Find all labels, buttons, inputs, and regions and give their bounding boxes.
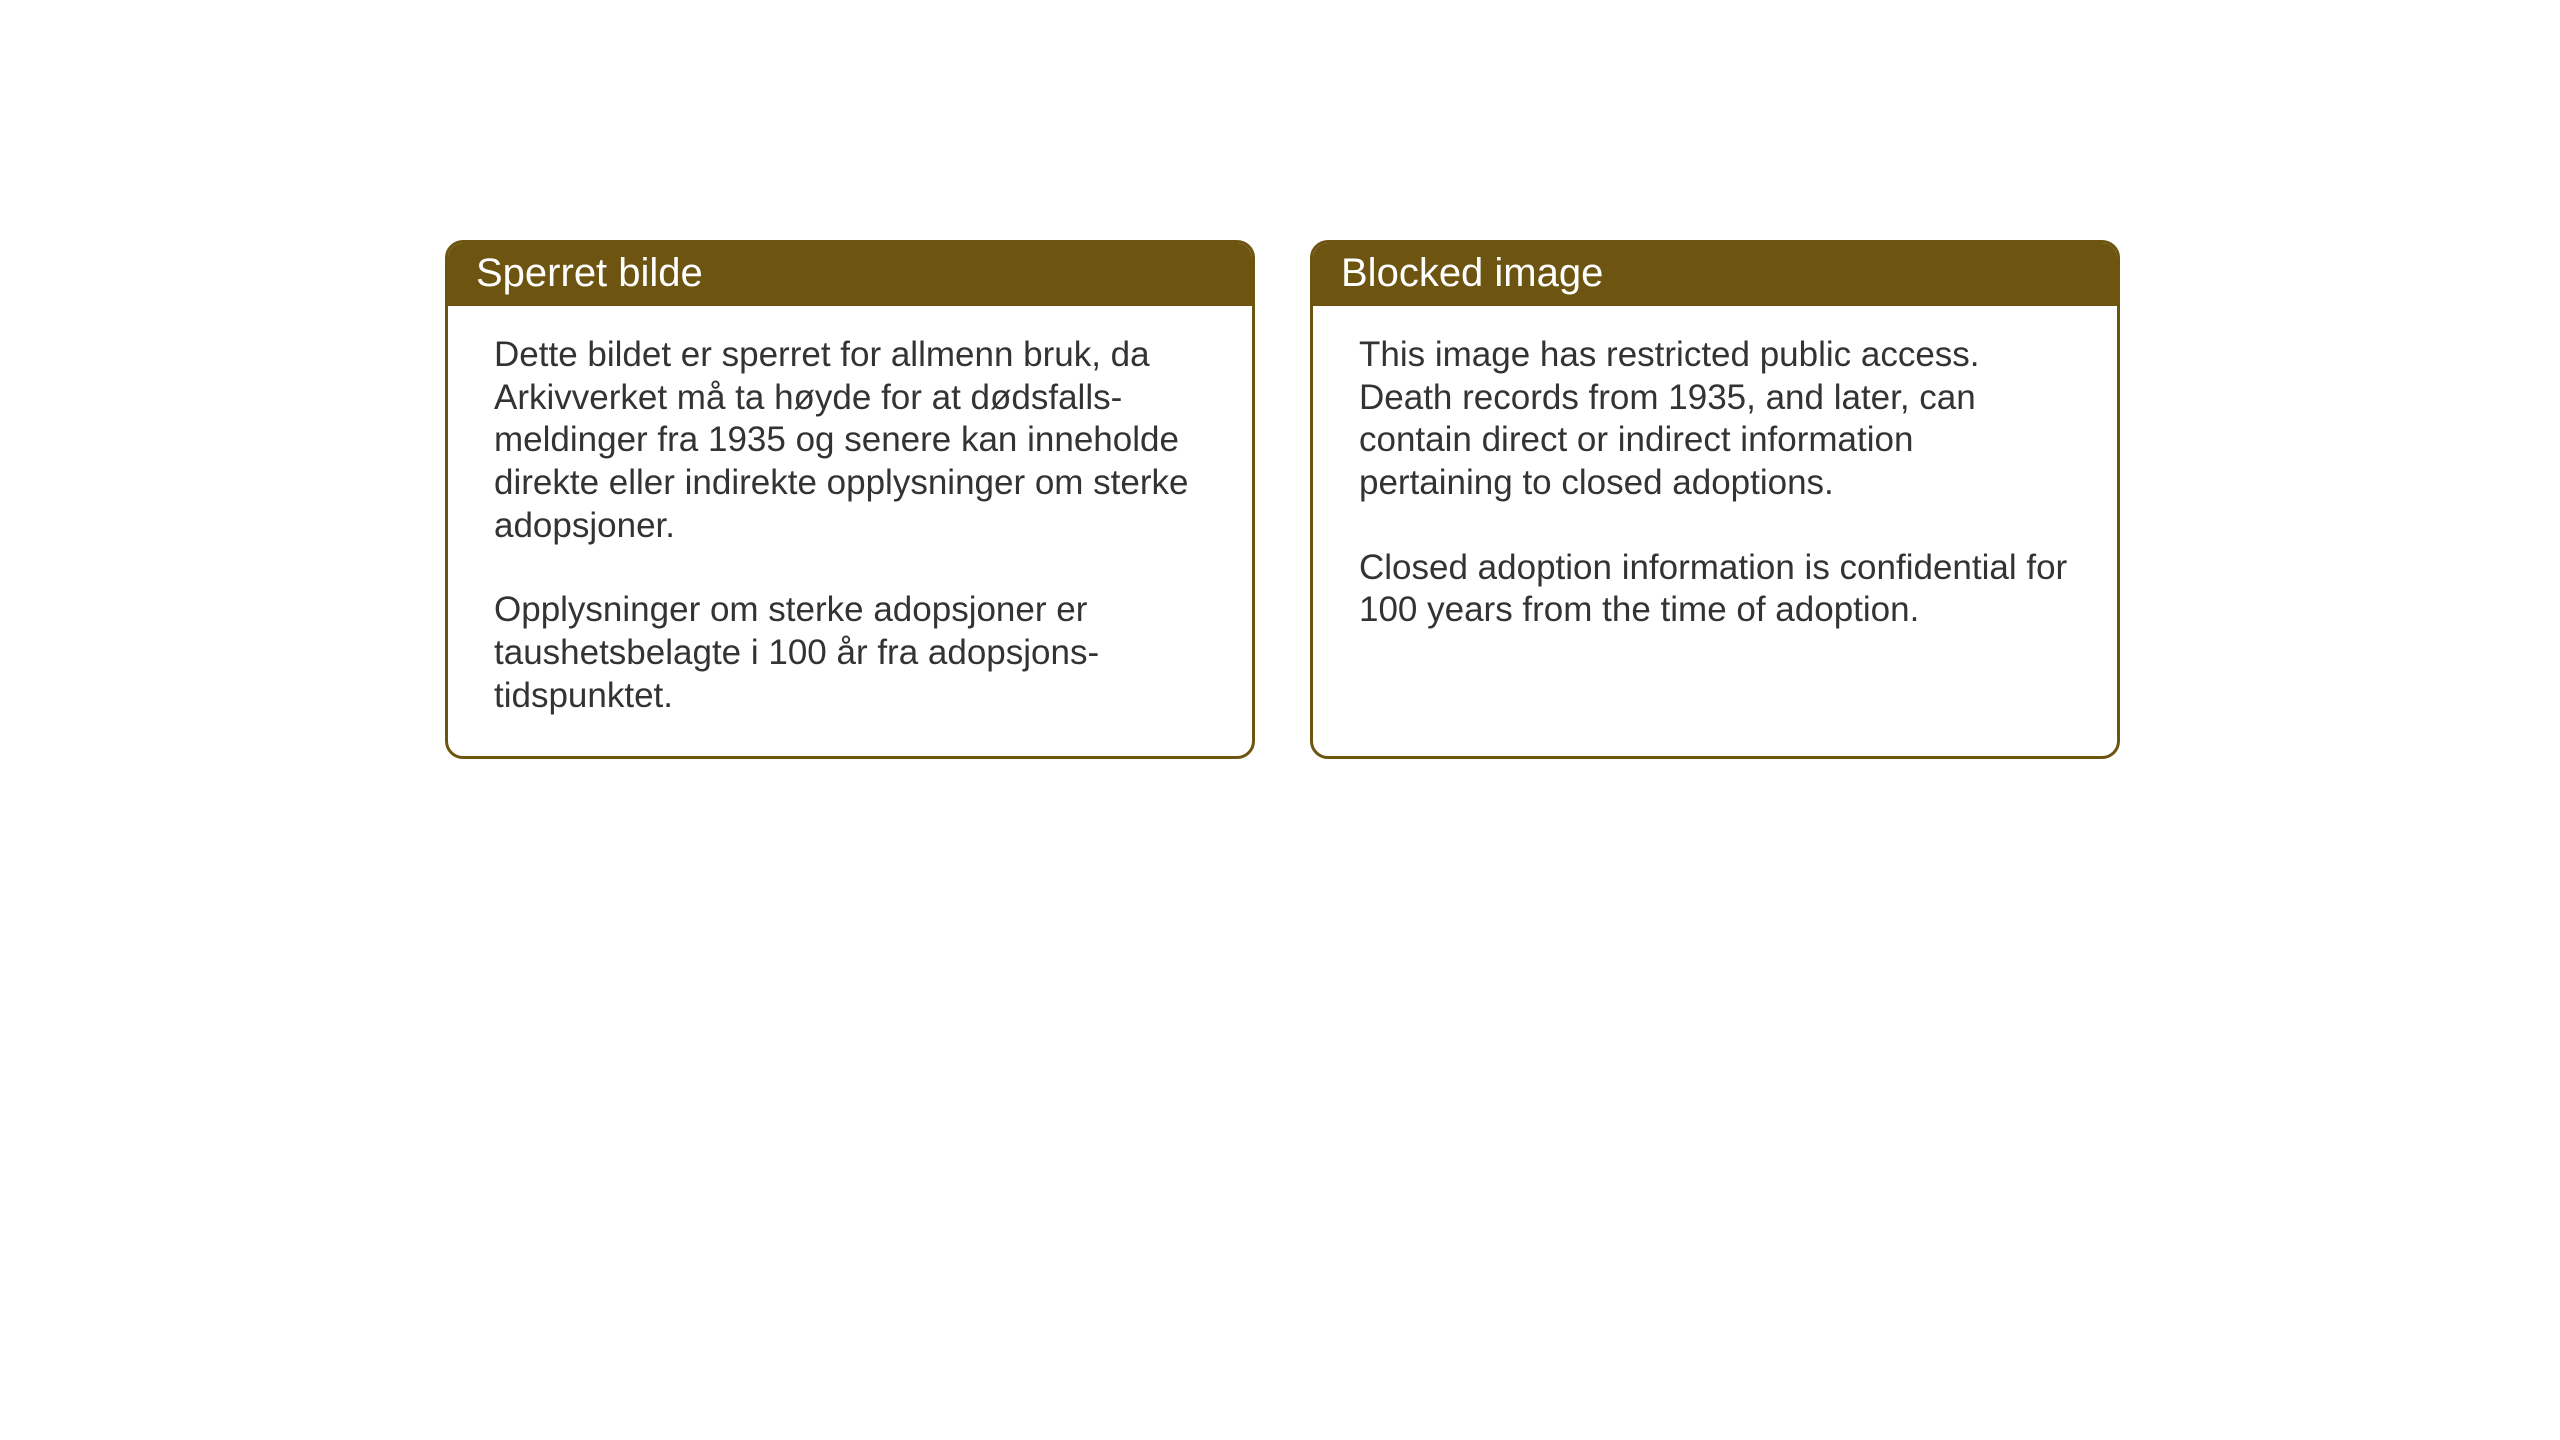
notice-paragraph-english-2: Closed adoption information is confident…	[1359, 547, 2071, 632]
notice-paragraph-english-1: This image has restricted public access.…	[1359, 334, 2071, 505]
notice-body-norwegian: Dette bildet er sperret for allmenn bruk…	[448, 306, 1252, 756]
notice-header-english: Blocked image	[1313, 243, 2117, 306]
notice-card-norwegian: Sperret bilde Dette bildet er sperret fo…	[445, 240, 1255, 759]
notice-card-english: Blocked image This image has restricted …	[1310, 240, 2120, 759]
notice-container: Sperret bilde Dette bildet er sperret fo…	[445, 240, 2120, 759]
notice-title-english: Blocked image	[1341, 251, 1603, 295]
notice-header-norwegian: Sperret bilde	[448, 243, 1252, 306]
notice-paragraph-norwegian-1: Dette bildet er sperret for allmenn bruk…	[494, 334, 1206, 547]
notice-paragraph-norwegian-2: Opplysninger om sterke adopsjoner er tau…	[494, 589, 1206, 717]
notice-body-english: This image has restricted public access.…	[1313, 306, 2117, 756]
notice-title-norwegian: Sperret bilde	[476, 251, 703, 295]
